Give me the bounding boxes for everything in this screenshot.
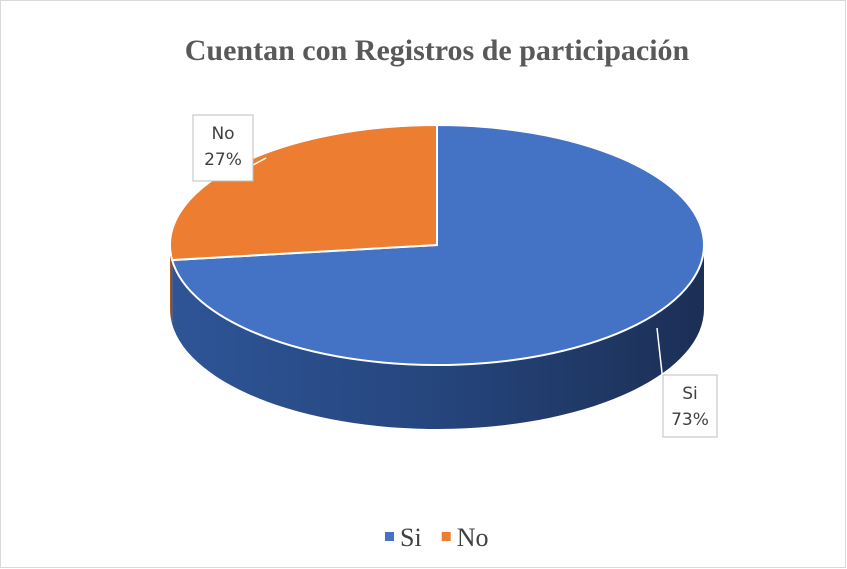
slice-side (172, 245, 705, 430)
callout-box (192, 114, 254, 182)
callout-leader (656, 327, 664, 383)
data-label-name: Si (682, 384, 698, 404)
chart-title: Cuentan con Registros de participación (185, 34, 690, 67)
callout-leader (252, 157, 267, 166)
legend-label: Si (400, 523, 422, 552)
legend-swatch (385, 532, 394, 541)
slice (170, 123, 705, 366)
callout-box (662, 374, 718, 438)
data-label: 73% (671, 410, 709, 430)
legend-swatch (441, 532, 451, 541)
data-label: 27% (204, 150, 242, 170)
data-label-name: No (211, 124, 234, 144)
slice-side (170, 245, 173, 325)
legend-label: No (457, 523, 489, 552)
